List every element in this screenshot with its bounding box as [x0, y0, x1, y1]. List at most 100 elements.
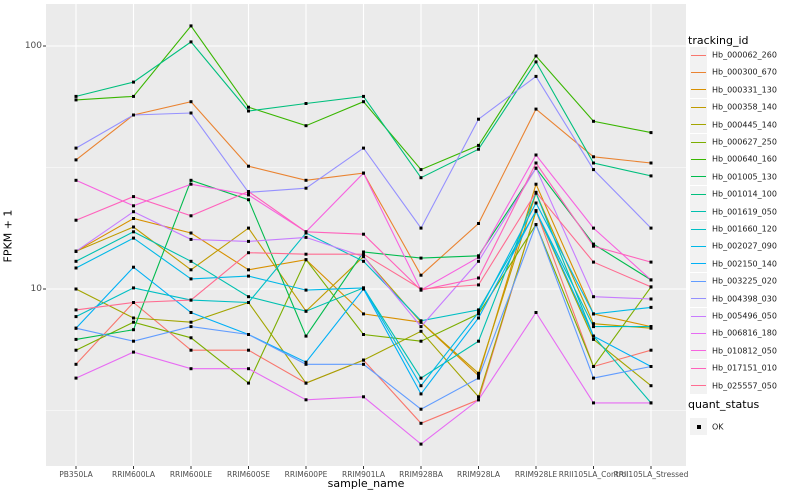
data-point — [419, 256, 423, 260]
legend-line-swatch — [691, 176, 706, 178]
data-point — [477, 339, 480, 343]
legend-item-label: Hb_000300_670 — [712, 67, 777, 77]
data-point — [132, 320, 135, 324]
data-point — [419, 392, 423, 396]
data-point — [132, 225, 135, 229]
data-point — [132, 328, 135, 332]
data-point — [649, 174, 653, 178]
legend-key-line-icon — [690, 81, 707, 99]
data-point — [477, 308, 480, 312]
data-point — [477, 276, 480, 280]
data-point — [477, 147, 480, 151]
legend-line-swatch — [691, 158, 706, 160]
data-point — [362, 255, 365, 259]
legend-line-swatch — [691, 315, 706, 317]
x-tick-label: RRIM600LE — [169, 470, 213, 479]
x-tick-label: RRII105LA_Control — [558, 470, 629, 479]
data-point — [592, 334, 595, 338]
legend-item-label: Hb_000445_140 — [712, 120, 777, 130]
data-point — [534, 223, 538, 227]
data-point — [132, 286, 135, 290]
y-tick-label: 100 — [24, 41, 42, 51]
data-point — [74, 362, 78, 366]
data-point — [592, 322, 595, 326]
data-point — [74, 158, 78, 162]
legend-line-swatch — [691, 350, 706, 352]
legend-key-line-icon — [690, 98, 707, 116]
data-point — [477, 376, 480, 380]
data-point — [477, 143, 480, 147]
black-square-point-icon — [697, 425, 701, 429]
x-tick-label: RRIM901LA — [342, 470, 385, 479]
data-point — [419, 287, 423, 291]
data-point — [189, 268, 193, 272]
data-point — [592, 376, 595, 380]
data-point — [592, 295, 595, 299]
data-point — [592, 244, 595, 248]
legend-line-swatch — [691, 106, 706, 108]
legend-item-label: Hb_017151_010 — [712, 363, 777, 373]
data-point — [362, 146, 365, 150]
x-tick-label: RRIM600SE — [227, 470, 270, 479]
legend-line-swatch — [691, 367, 706, 369]
data-point — [534, 209, 538, 213]
data-point — [74, 178, 78, 182]
data-point — [189, 178, 193, 182]
x-tick-label: RRIM928LA — [457, 470, 500, 479]
data-point — [419, 319, 423, 323]
y-axis-title: FPKM + 1 — [1, 209, 15, 263]
legend-line-swatch — [691, 89, 706, 91]
legend-key-line-icon — [690, 185, 707, 203]
data-point — [649, 278, 653, 282]
data-point — [362, 259, 365, 263]
data-point — [477, 395, 480, 399]
data-point — [74, 337, 78, 341]
legend-line-swatch — [691, 298, 706, 300]
legend-line-swatch — [691, 228, 706, 230]
data-point — [649, 348, 653, 352]
data-point — [649, 305, 653, 309]
data-point — [132, 210, 135, 214]
data-point — [247, 198, 250, 202]
data-point — [304, 230, 308, 234]
data-point — [304, 235, 308, 239]
data-point — [132, 236, 135, 240]
x-tick-label: RRIM600PE — [284, 470, 328, 479]
data-point — [304, 252, 308, 256]
data-point — [304, 102, 308, 105]
data-point — [189, 277, 193, 281]
legend-key-line-icon — [690, 290, 707, 308]
legend-line-swatch — [691, 124, 706, 126]
data-point — [132, 204, 135, 208]
legend-item-label: Hb_000640_160 — [712, 154, 777, 164]
y-tick-label: 10 — [30, 284, 42, 294]
data-point — [592, 226, 595, 230]
data-point — [477, 283, 480, 287]
legend-line-swatch — [691, 245, 706, 247]
data-point — [592, 155, 595, 159]
data-point — [534, 74, 538, 78]
legend-key-line-icon — [690, 272, 707, 290]
legend-line-swatch — [691, 332, 706, 334]
legend-item-label: Hb_000331_130 — [712, 85, 777, 95]
legend-key-line-icon — [690, 46, 707, 64]
data-point — [419, 168, 423, 172]
data-point — [304, 288, 308, 292]
legend-key-point-icon — [690, 418, 707, 435]
data-point — [304, 178, 308, 182]
legend-line-swatch — [691, 385, 706, 387]
data-point — [189, 311, 193, 314]
data-point — [189, 367, 193, 371]
data-point — [362, 395, 365, 399]
data-point — [304, 309, 308, 313]
data-point — [247, 251, 250, 255]
data-point — [419, 339, 423, 343]
data-point — [419, 376, 423, 380]
data-point — [362, 100, 365, 104]
legend-key-line-icon — [690, 220, 707, 238]
legend-item-label: Hb_005496_050 — [712, 311, 777, 321]
data-point — [362, 312, 365, 316]
data-point — [132, 80, 135, 84]
legend-key-line-icon — [690, 307, 707, 325]
